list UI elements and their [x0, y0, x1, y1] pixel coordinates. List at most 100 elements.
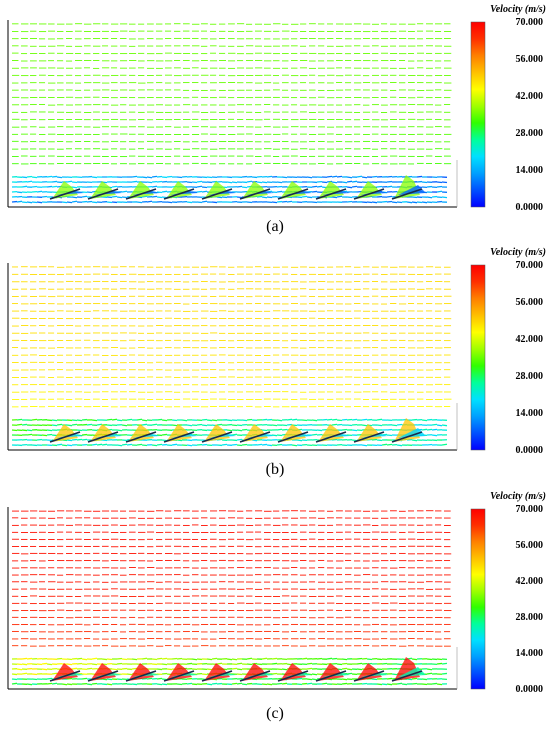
- wall-vector: [41, 434, 48, 437]
- wall-vector: [161, 663, 168, 666]
- wall-vector: [411, 439, 418, 442]
- wall-vector: [386, 195, 393, 198]
- wall-vector: [436, 662, 443, 665]
- wall-vector: [356, 668, 363, 671]
- wall-vector: [21, 185, 28, 188]
- panel-c: Velocity (m/s) 70.000 56.000 42.000 28.000 14…: [0, 487, 550, 730]
- wall-vector: [196, 185, 203, 188]
- wall-vector: [26, 433, 33, 436]
- wall-vector: [216, 423, 223, 426]
- wall-vector: [396, 682, 403, 685]
- wall-vector: [206, 419, 213, 422]
- wall-vector: [271, 672, 278, 675]
- colorbar: [470, 264, 486, 451]
- wall-vector: [151, 423, 158, 426]
- wall-vector: [101, 439, 108, 442]
- blade: [163, 670, 195, 682]
- vector-plot-b: Velocity (m/s) 70.000 56.000 42.000 28.000 14…: [7, 247, 546, 456]
- blade: [277, 670, 309, 682]
- wall-vector: [341, 662, 348, 665]
- wall-vector: [336, 175, 343, 178]
- blade: [163, 188, 195, 200]
- panel-label-c: (c): [266, 705, 284, 722]
- wall-vector: [326, 180, 333, 183]
- wall-vector: [16, 191, 23, 194]
- wall-vector: [171, 657, 178, 660]
- wall-vector: [276, 190, 283, 193]
- wall-vector: [121, 190, 128, 193]
- wall-vector: [231, 658, 238, 661]
- wall-vector: [231, 181, 238, 184]
- wall-vector: [186, 424, 193, 427]
- wall-vector: [86, 200, 93, 203]
- wall-vector: [26, 201, 33, 204]
- wall-vector: [66, 424, 73, 427]
- wall-vector: [341, 181, 348, 184]
- wall-vector: [111, 418, 118, 421]
- wall-vector: [436, 683, 443, 686]
- wall-vector: [346, 668, 353, 671]
- wall-vector: [226, 429, 233, 432]
- wall-vector: [181, 419, 188, 422]
- wall-vector: [131, 658, 138, 661]
- wall-vector: [436, 424, 443, 427]
- wall-vector: [226, 658, 233, 661]
- wall-vector: [216, 662, 223, 665]
- wall-vector: [246, 657, 253, 660]
- wall-vector: [276, 677, 283, 680]
- wall-vector: [71, 196, 78, 199]
- wall-vector: [241, 683, 248, 686]
- colorbar: [470, 21, 486, 208]
- wall-vector: [331, 418, 338, 421]
- blade: [125, 670, 157, 682]
- wall-vector: [71, 186, 78, 189]
- wall-vector: [271, 424, 278, 427]
- wall-vector: [21, 429, 28, 432]
- wall-vector: [211, 201, 218, 204]
- wall-vector: [321, 682, 328, 685]
- wall-vector: [206, 683, 213, 686]
- wall-vector: [81, 195, 88, 198]
- wall-vector: [371, 175, 378, 178]
- wall-vector: [281, 176, 288, 179]
- wall-vector: [151, 175, 158, 178]
- wall-vector: [296, 677, 303, 680]
- wall-vector: [236, 668, 243, 671]
- wall-vector: [71, 200, 78, 203]
- wall-vector: [351, 180, 358, 183]
- wall-vector: [436, 185, 443, 188]
- wall-vector: [116, 444, 123, 447]
- wall-vector: [161, 683, 168, 686]
- wall-vector: [136, 201, 143, 204]
- wall-vector: [331, 438, 338, 441]
- wall-vector: [431, 428, 438, 431]
- velocity-vectors: [12, 510, 452, 647]
- wall-vector: [86, 683, 93, 686]
- wall-vector: [296, 683, 303, 686]
- colorbar-tick-label: 56.000: [516, 54, 544, 65]
- wall-vector: [71, 423, 78, 426]
- colorbar-tick-label: 14.000: [516, 648, 544, 659]
- colorbar-tick-label: 42.000: [516, 334, 544, 345]
- wall-vector: [151, 658, 158, 661]
- colorbar-tick-label: 56.000: [516, 540, 544, 551]
- wall-vector: [386, 428, 393, 431]
- wall-vector: [416, 175, 423, 178]
- wall-vector: [116, 662, 123, 665]
- wall-vector: [266, 196, 273, 199]
- wall-vector: [56, 176, 63, 179]
- wall-vector: [86, 667, 93, 670]
- wall-vector: [356, 662, 363, 665]
- colorbar-title: Velocity (m/s): [490, 4, 546, 15]
- wall-vector: [21, 672, 28, 675]
- wall-vector: [176, 657, 183, 660]
- wall-vector: [126, 443, 133, 446]
- wall-vector: [46, 185, 53, 188]
- wall-vector: [81, 658, 88, 661]
- wall-vector: [351, 418, 358, 421]
- wall-vector: [156, 683, 163, 686]
- wall-vector: [66, 677, 73, 680]
- wall-vector: [26, 180, 33, 183]
- wall-vector: [201, 443, 208, 446]
- wall-vector: [66, 683, 73, 686]
